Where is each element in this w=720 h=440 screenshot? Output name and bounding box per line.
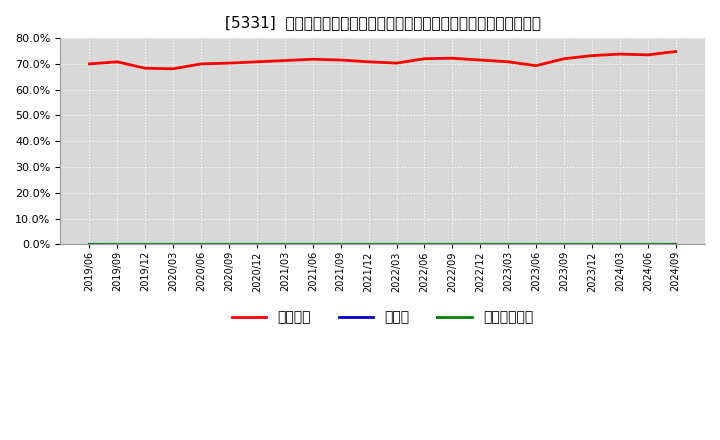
繰延税金資産 [364,242,373,247]
のれん [644,242,652,247]
のれん [476,242,485,247]
のれん [169,242,178,247]
自己資本 [169,66,178,71]
自己資本 [532,63,541,68]
のれん [420,242,428,247]
自己資本 [197,61,205,66]
自己資本 [225,60,233,66]
繰延税金資産 [85,242,94,247]
自己資本 [420,56,428,61]
自己資本 [504,59,513,65]
のれん [559,242,568,247]
自己資本 [113,59,122,65]
自己資本 [85,61,94,66]
のれん [85,242,94,247]
のれん [364,242,373,247]
繰延税金資産 [644,242,652,247]
のれん [392,242,401,247]
自己資本 [392,60,401,66]
のれん [113,242,122,247]
Title: [5331]  自己資本、のれん、繰延税金資産の総資産に対する比率の推移: [5331] 自己資本、のれん、繰延税金資産の総資産に対する比率の推移 [225,15,541,30]
自己資本 [308,57,317,62]
繰延税金資産 [616,242,624,247]
繰延税金資産 [588,242,596,247]
自己資本 [559,56,568,61]
繰延税金資産 [420,242,428,247]
Line: 自己資本: 自己資本 [89,51,675,69]
繰延税金資産 [169,242,178,247]
繰延税金資産 [197,242,205,247]
のれん [308,242,317,247]
自己資本 [253,59,261,65]
自己資本 [141,66,150,71]
自己資本 [476,57,485,62]
自己資本 [588,53,596,58]
のれん [141,242,150,247]
自己資本 [336,57,345,62]
のれん [336,242,345,247]
繰延税金資産 [532,242,541,247]
繰延税金資産 [281,242,289,247]
のれん [616,242,624,247]
のれん [532,242,541,247]
自己資本 [644,52,652,58]
繰延税金資産 [671,242,680,247]
繰延税金資産 [253,242,261,247]
自己資本 [671,49,680,54]
Legend: 自己資本, のれん, 繰延税金資産: 自己資本, のれん, 繰延税金資産 [226,305,539,330]
繰延税金資産 [559,242,568,247]
のれん [225,242,233,247]
のれん [671,242,680,247]
繰延税金資産 [476,242,485,247]
のれん [448,242,456,247]
繰延税金資産 [504,242,513,247]
繰延税金資産 [225,242,233,247]
繰延税金資産 [392,242,401,247]
繰延税金資産 [113,242,122,247]
自己資本 [281,58,289,63]
繰延税金資産 [308,242,317,247]
のれん [281,242,289,247]
自己資本 [616,51,624,57]
のれん [197,242,205,247]
のれん [504,242,513,247]
のれん [253,242,261,247]
自己資本 [448,55,456,61]
繰延税金資産 [141,242,150,247]
のれん [588,242,596,247]
繰延税金資産 [336,242,345,247]
自己資本 [364,59,373,65]
繰延税金資産 [448,242,456,247]
